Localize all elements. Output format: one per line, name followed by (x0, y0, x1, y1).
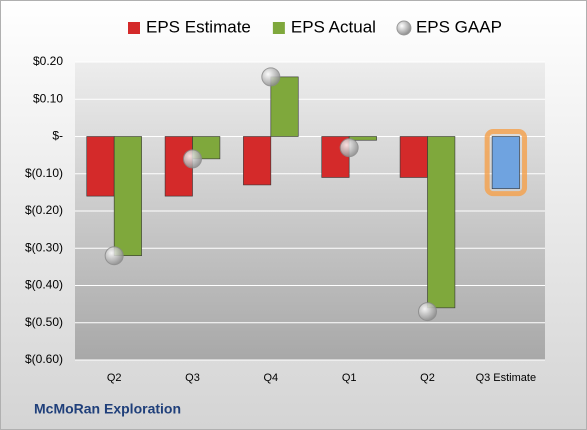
y-tick-label: $(0.40) (25, 278, 63, 292)
x-tick-label: Q4 (263, 372, 278, 384)
gaap-marker (104, 246, 124, 266)
y-tick-label: $(0.60) (25, 352, 63, 366)
footer: McMoRan Exploration (34, 401, 181, 417)
y-tick-label: $(0.30) (25, 240, 63, 254)
x-tick-label: Q2 (107, 372, 122, 384)
legend-marker (396, 20, 412, 36)
bar-glow (484, 129, 528, 197)
y-tick-label: $- (52, 129, 63, 143)
legend-marker (128, 22, 140, 34)
bar (270, 76, 299, 137)
y-tick-label: $0.10 (33, 91, 63, 105)
y-tick-label: $(0.10) (25, 166, 63, 180)
x-tick-label: Q3 (185, 372, 200, 384)
x-tick-label: Q1 (342, 372, 357, 384)
gaap-marker (261, 67, 281, 87)
bar (491, 136, 520, 189)
legend-label: EPS Actual (291, 17, 376, 36)
legend-marker (272, 22, 285, 34)
x-tick-label: Q3 Estimate (476, 372, 537, 384)
gaap-marker (339, 138, 359, 158)
bar (427, 136, 456, 309)
gaap-marker (418, 302, 437, 322)
legend-label: EPS GAAP (416, 17, 502, 36)
legend-label: EPS Estimate (146, 17, 251, 36)
bar (113, 136, 142, 256)
bar (243, 136, 272, 186)
y-tick-label: $(0.50) (25, 315, 63, 329)
gaap-marker (183, 149, 202, 169)
y-tick-label: $(0.20) (25, 203, 63, 217)
bar (86, 136, 115, 197)
x-tick-label: Q2 (420, 372, 435, 384)
y-tick-label: $0.20 (33, 54, 63, 68)
bar (399, 136, 428, 178)
